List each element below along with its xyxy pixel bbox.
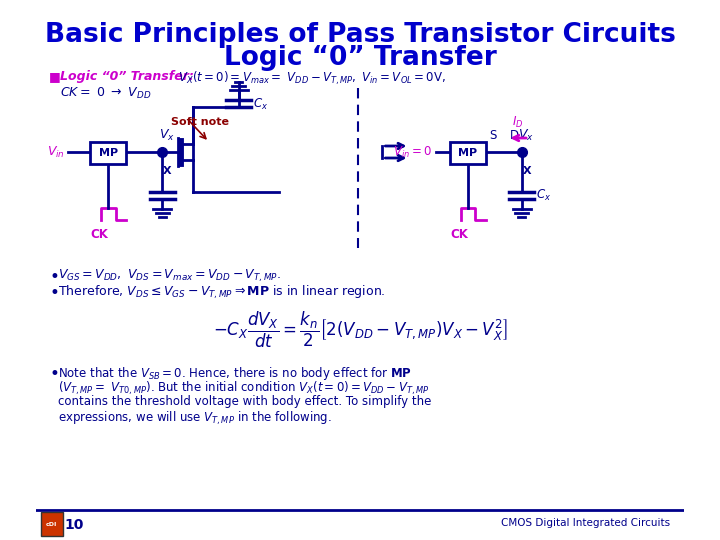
Text: Logic “0” Transfer:: Logic “0” Transfer: xyxy=(60,70,194,83)
Bar xyxy=(450,142,486,164)
Text: S: S xyxy=(490,129,497,142)
Text: 10: 10 xyxy=(65,518,84,532)
Text: $CK{=}\ 0\ \rightarrow\ V_{DD}$: $CK{=}\ 0\ \rightarrow\ V_{DD}$ xyxy=(60,86,151,101)
Text: $V_{in}{=}0$: $V_{in}{=}0$ xyxy=(393,144,432,159)
Text: CK: CK xyxy=(91,228,108,241)
Text: X: X xyxy=(163,166,172,176)
Text: $(V_{T,MP}{=}\ V_{T0,MP})$. But the initial condition $V_X(t{=}0){=}V_{DD} - V_{: $(V_{T,MP}{=}\ V_{T0,MP})$. But the init… xyxy=(58,380,429,397)
Text: X: X xyxy=(523,166,531,176)
Text: ■: ■ xyxy=(49,70,60,83)
Text: MP: MP xyxy=(99,148,118,158)
Text: contains the threshold voltage with body effect. To simplify the: contains the threshold voltage with body… xyxy=(58,395,431,408)
Text: •: • xyxy=(49,284,59,302)
Text: Therefore, $V_{DS} \leq V_{GS} - V_{T,MP} \Rightarrow \mathbf{MP}$ is in linear : Therefore, $V_{DS} \leq V_{GS} - V_{T,MP… xyxy=(58,284,386,301)
Text: $V_{in}$: $V_{in}$ xyxy=(48,144,66,159)
Text: $C_x$: $C_x$ xyxy=(253,97,269,112)
Text: CK: CK xyxy=(450,228,468,241)
Text: Soft note: Soft note xyxy=(171,117,229,127)
Text: D: D xyxy=(510,129,519,142)
Text: $I_D$: $I_D$ xyxy=(513,115,524,130)
Text: expressions, we will use $V_{T,MP}$ in the following.: expressions, we will use $V_{T,MP}$ in t… xyxy=(58,410,332,427)
Text: •: • xyxy=(49,268,59,286)
Text: Basic Principles of Pass Transistor Circuits: Basic Principles of Pass Transistor Circ… xyxy=(45,22,675,48)
Text: Note that the $V_{SB}{=}0$. Hence, there is no body effect for $\mathbf{MP}$: Note that the $V_{SB}{=}0$. Hence, there… xyxy=(58,365,412,382)
Text: $-C_X \dfrac{dV_X}{dt} = \dfrac{k_n}{2}\left[2(V_{DD} - V_{T,MP})V_X - V_X^2\rig: $-C_X \dfrac{dV_X}{dt} = \dfrac{k_n}{2}\… xyxy=(212,310,508,350)
Text: $V_x$: $V_x$ xyxy=(518,128,534,143)
Text: CMOS Digital Integrated Circuits: CMOS Digital Integrated Circuits xyxy=(501,518,670,528)
Text: $C_x$: $C_x$ xyxy=(536,187,552,202)
Bar xyxy=(91,142,126,164)
Text: $V_x$: $V_x$ xyxy=(158,128,174,143)
Bar xyxy=(41,512,63,536)
Text: MP: MP xyxy=(459,148,477,158)
Text: $V_{GS} = V_{DD},\ V_{DS} = V_{max} = V_{DD} - V_{T,MP}.$: $V_{GS} = V_{DD},\ V_{DS} = V_{max} = V_… xyxy=(58,268,282,285)
Text: •: • xyxy=(49,365,59,383)
Text: $V_X(t{=}0){=}V_{max}{=}\ V_{DD} - V_{T,MP},\ V_{in}{=}V_{OL}{=}0\mathrm{V},$: $V_X(t{=}0){=}V_{max}{=}\ V_{DD} - V_{T,… xyxy=(178,70,446,87)
Text: cDI: cDI xyxy=(46,522,58,526)
Text: Logic “0” Transfer: Logic “0” Transfer xyxy=(224,45,496,71)
